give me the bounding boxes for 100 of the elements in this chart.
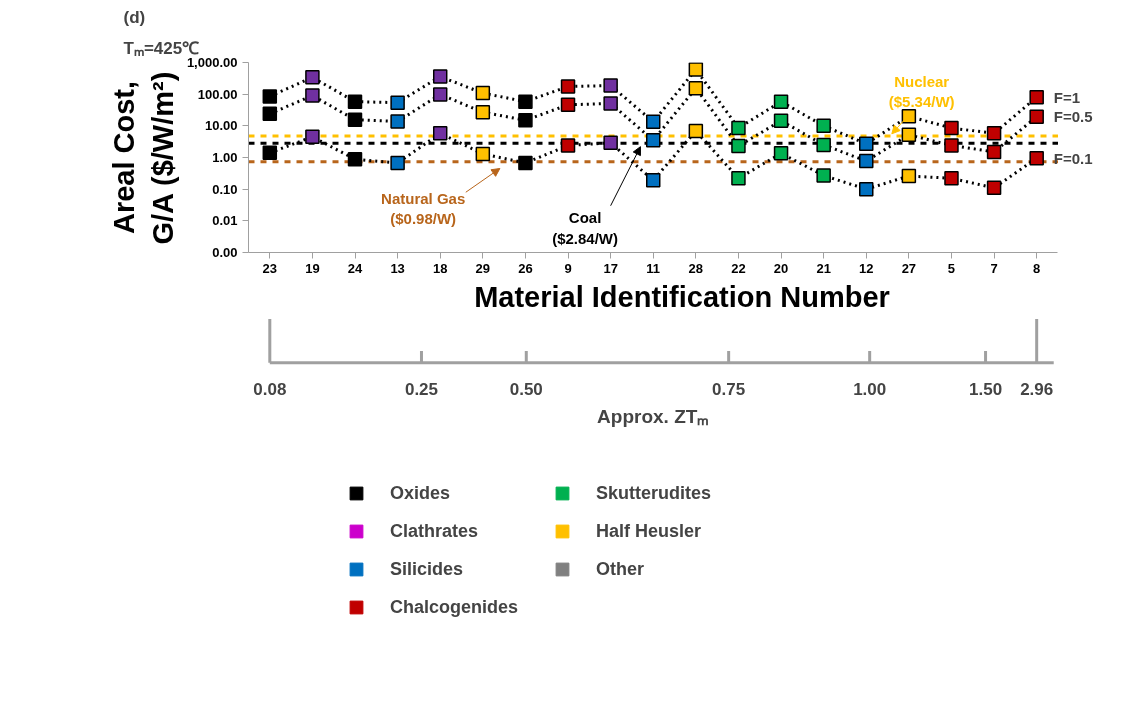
y-tick-label: 1,000.00 xyxy=(186,55,238,70)
text: 2.96 xyxy=(1020,379,1054,399)
point xyxy=(305,70,320,85)
text: 0.50 xyxy=(509,379,543,399)
point xyxy=(859,136,874,152)
ref-line-label: Coal ($2.84/W) xyxy=(552,209,619,247)
point xyxy=(773,113,789,128)
x-tick-label: 19 xyxy=(305,260,320,276)
point xyxy=(475,146,491,162)
x-axis-title: Material Identification Number xyxy=(474,280,890,313)
point xyxy=(603,135,618,151)
point xyxy=(816,118,831,134)
point xyxy=(305,88,320,103)
point xyxy=(1029,150,1044,166)
legend-label: Skutterudites xyxy=(596,482,713,504)
point xyxy=(986,126,1002,141)
series-label: F=0.5 xyxy=(1053,108,1093,126)
point xyxy=(305,129,320,145)
point xyxy=(475,104,491,120)
y-tick-label: 0.00 xyxy=(212,245,238,260)
point xyxy=(816,168,831,183)
point xyxy=(603,96,618,111)
point xyxy=(262,89,278,104)
text: 1.00 xyxy=(853,379,887,399)
x-tick-label: 17 xyxy=(603,260,618,276)
point xyxy=(518,155,533,171)
x-tick-label: 7 xyxy=(990,260,998,276)
y-tick-label: 10.00 xyxy=(204,118,238,134)
text: 1.50 xyxy=(969,379,1003,399)
legend-label: Silicides xyxy=(390,558,465,580)
point xyxy=(560,79,576,94)
point xyxy=(262,145,278,161)
point xyxy=(475,85,491,101)
point xyxy=(518,113,533,128)
x-tick-label: 12 xyxy=(859,260,874,276)
point xyxy=(688,80,704,96)
point xyxy=(645,133,661,148)
series-label: F=1 xyxy=(1053,88,1080,106)
point xyxy=(859,181,874,197)
legend-label: Chalcogenides xyxy=(390,596,520,618)
y-tick-label: 0.01 xyxy=(212,213,238,229)
point xyxy=(731,171,746,186)
x-tick-label: 22 xyxy=(731,260,746,276)
legend-label: Other xyxy=(596,558,645,580)
x-tick-label: 13 xyxy=(390,260,405,276)
point xyxy=(432,69,448,84)
x-tick-label: 29 xyxy=(475,260,491,276)
y-axis-title: Areal Cost, G/A ($/W/m²) xyxy=(108,71,179,245)
text: 0.25 xyxy=(404,379,439,399)
point xyxy=(432,87,448,102)
x-tick-label: 18 xyxy=(432,260,448,276)
point xyxy=(1029,109,1044,124)
point xyxy=(390,95,405,110)
point xyxy=(859,153,874,169)
point xyxy=(262,106,278,122)
point xyxy=(773,146,789,161)
point xyxy=(518,94,533,109)
point xyxy=(901,109,917,124)
text: Approx. ZTₘ xyxy=(597,406,710,428)
ref-line-label: Nuclear ($5.34/W) xyxy=(888,72,955,111)
x-tick-label: 27 xyxy=(901,260,917,276)
point xyxy=(645,173,661,188)
text: 0.75 xyxy=(712,379,746,399)
point xyxy=(731,138,746,154)
legend-label: Half Heusler xyxy=(596,520,703,542)
chart-title: (d) xyxy=(123,7,146,27)
x-tick-label: 8 xyxy=(1033,260,1041,276)
point xyxy=(347,94,363,109)
point xyxy=(347,112,363,127)
point xyxy=(816,137,831,153)
point xyxy=(688,123,704,139)
point xyxy=(944,120,959,136)
ref-line-label: Natural Gas ($0.98/W) xyxy=(381,189,466,227)
point xyxy=(1029,89,1044,105)
text: 0.08 xyxy=(253,379,287,399)
legend-label: Clathrates xyxy=(390,520,480,542)
y-tick-label: 0.10 xyxy=(212,181,238,197)
x-tick-label: 9 xyxy=(564,260,572,276)
x-tick-label: 24 xyxy=(347,260,364,276)
x-tick-label: 20 xyxy=(773,260,789,276)
x-tick-label: 5 xyxy=(947,260,956,276)
x-tick-label: 23 xyxy=(262,260,278,276)
point xyxy=(603,78,618,93)
point xyxy=(347,152,363,167)
x-tick-label: 26 xyxy=(518,260,533,276)
point xyxy=(731,120,746,136)
point xyxy=(986,180,1002,196)
series-label: F=0.1 xyxy=(1053,149,1093,167)
point xyxy=(773,94,789,109)
point xyxy=(688,62,704,77)
point xyxy=(560,97,576,113)
legend-label: Oxides xyxy=(390,482,452,504)
y-tick-label: 1.00 xyxy=(212,150,238,165)
point xyxy=(986,144,1002,160)
x-tick-label: 21 xyxy=(816,260,831,276)
point xyxy=(901,127,917,143)
point xyxy=(390,155,405,171)
point xyxy=(944,171,959,186)
point xyxy=(901,168,917,184)
point xyxy=(390,114,405,129)
